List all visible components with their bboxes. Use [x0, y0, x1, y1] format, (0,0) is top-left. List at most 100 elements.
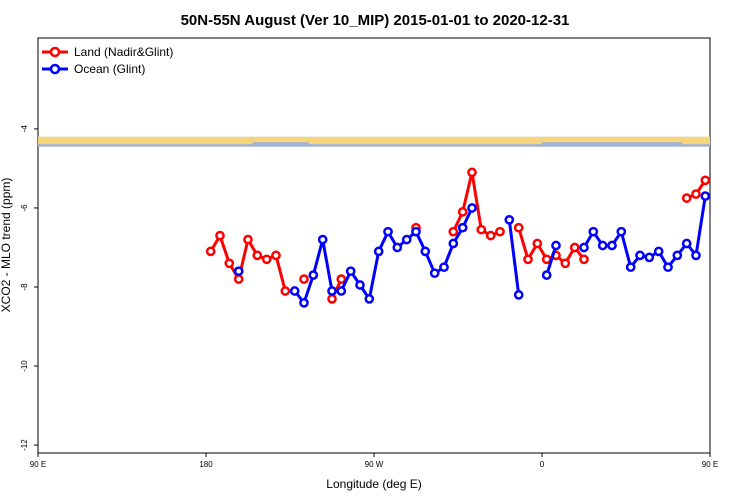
series-1-point-11 — [373, 246, 384, 257]
legend-item-ocean: Ocean (Glint) — [42, 62, 145, 76]
series-layer — [205, 167, 711, 308]
series-1-point-31 — [597, 240, 608, 251]
x-tick-label-1: 180 — [199, 460, 213, 469]
series-1-point-29 — [579, 242, 589, 253]
series-1-point-21 — [467, 203, 477, 213]
x-tick-label-4: 90 E — [702, 460, 718, 469]
series-0-point-12 — [327, 294, 337, 304]
series-1-point-13 — [392, 242, 403, 253]
legend-label-land: Land (Nadir&Glint) — [74, 45, 173, 59]
series-1-point-8 — [345, 266, 356, 277]
band-land-1 — [252, 136, 309, 143]
series-0-point-8 — [280, 286, 291, 296]
series-1-point-32 — [607, 240, 617, 251]
y-tick-label-1: -10 — [20, 360, 29, 372]
series-0-point-3 — [233, 274, 244, 284]
series-0-point-19 — [467, 167, 477, 178]
series-0-point-35 — [700, 175, 711, 186]
land-ocean-band — [38, 136, 710, 147]
plot-area: 90 E 180 90 W 0 90 E -12 -10 -8 -6 -4 — [20, 37, 718, 469]
series-1-point-9 — [355, 280, 365, 290]
series-1-point-15 — [411, 226, 421, 237]
series-0-point-7 — [271, 250, 281, 261]
series-1-point-34 — [625, 262, 636, 273]
series-1-point-20 — [457, 222, 468, 233]
band-land-2 — [308, 136, 542, 145]
band-land-3 — [542, 136, 682, 143]
series-1-point-0 — [233, 266, 244, 277]
band-land-0 — [38, 136, 253, 145]
series-1-point-19 — [448, 238, 459, 249]
series-0-point-10 — [299, 274, 309, 284]
y-tick-label-0: -12 — [20, 439, 29, 451]
series-1-point-42 — [700, 191, 711, 201]
x-tick-label-0: 90 E — [30, 460, 46, 469]
series-1-point-24 — [513, 290, 524, 300]
series-1-point-16 — [420, 246, 431, 257]
series-0-point-29 — [560, 258, 571, 269]
series-0-point-30 — [569, 242, 580, 253]
series-1 — [233, 191, 711, 308]
series-0 — [205, 167, 711, 304]
series-0-point-34 — [691, 189, 701, 199]
series-0-point-0 — [205, 246, 216, 257]
series-1-point-14 — [401, 234, 412, 245]
series-1-point-26 — [541, 270, 552, 280]
series-0-point-18 — [457, 207, 468, 217]
x-ticks: 90 E 180 90 W 0 90 E — [30, 453, 718, 469]
series-0-point-26 — [532, 238, 543, 249]
legend: Land (Nadir&Glint) Ocean (Glint) — [42, 45, 173, 76]
series-0-point-4 — [243, 234, 253, 245]
series-1-point-17 — [429, 268, 440, 279]
series-1-point-33 — [616, 226, 627, 237]
legend-marker-ocean — [49, 63, 61, 75]
series-0-point-25 — [523, 254, 533, 265]
x-tick-label-2: 90 W — [365, 460, 384, 469]
series-0-point-22 — [495, 226, 505, 237]
series-1-point-41 — [691, 250, 701, 261]
legend-marker-land — [49, 46, 61, 58]
y-tick-label-4: -4 — [20, 125, 29, 133]
series-1-point-2 — [289, 286, 300, 296]
series-0-point-17 — [448, 226, 459, 237]
series-0-point-20 — [476, 224, 487, 235]
series-0-point-31 — [579, 254, 589, 265]
series-0-point-33 — [681, 193, 692, 203]
chart-title: 50N-55N August (Ver 10_MIP) 2015-01-01 t… — [181, 12, 570, 29]
legend-label-ocean: Ocean (Glint) — [74, 62, 145, 76]
series-1-point-27 — [551, 240, 561, 251]
series-1-point-10 — [364, 294, 375, 304]
legend-item-land: Land (Nadir&Glint) — [42, 45, 173, 59]
series-0-point-6 — [261, 254, 272, 265]
series-0-point-21 — [485, 230, 496, 241]
series-1-point-12 — [383, 226, 393, 237]
series-1-point-35 — [635, 250, 645, 261]
series-1-point-37 — [653, 246, 664, 257]
series-1-point-5 — [317, 234, 328, 245]
band-land-4 — [682, 136, 710, 145]
series-1-point-36 — [644, 252, 655, 263]
series-0-point-2 — [224, 258, 235, 269]
series-1-point-7 — [336, 286, 347, 296]
series-1-point-30 — [588, 226, 599, 237]
y-tick-label-3: -6 — [20, 204, 29, 212]
series-0-point-1 — [215, 230, 225, 241]
x-tick-label-3: 0 — [540, 460, 545, 469]
series-0-point-24 — [513, 222, 524, 233]
y-axis-label: XCO2 - MLO trend (ppm) — [0, 178, 13, 313]
series-0-point-13 — [336, 274, 347, 284]
series-1-point-39 — [672, 250, 683, 261]
x-axis-label: Longitude (deg E) — [326, 477, 421, 491]
series-1-point-40 — [681, 238, 692, 249]
series-1-point-3 — [299, 297, 309, 308]
series-1-line-3 — [545, 245, 558, 276]
series-1-point-6 — [327, 286, 337, 296]
series-1-point-38 — [663, 262, 673, 273]
series-1-point-23 — [504, 214, 515, 225]
y-tick-label-2: -8 — [20, 283, 29, 291]
series-1-line-2 — [507, 219, 521, 296]
series-1-point-4 — [308, 270, 319, 280]
series-0-point-5 — [252, 250, 263, 261]
series-1-point-18 — [439, 262, 449, 273]
